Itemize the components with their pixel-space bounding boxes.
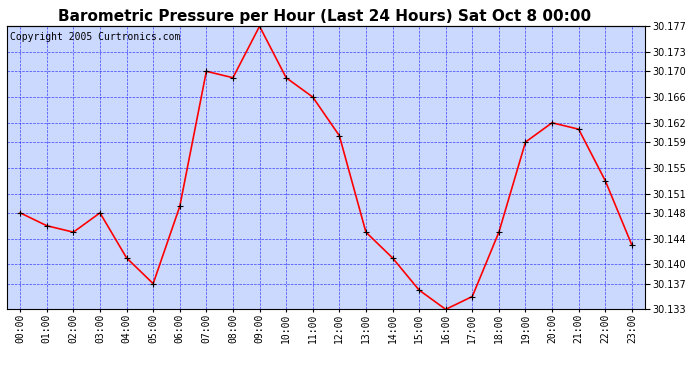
Text: Copyright 2005 Curtronics.com: Copyright 2005 Curtronics.com bbox=[10, 32, 181, 42]
Text: Barometric Pressure per Hour (Last 24 Hours) Sat Oct 8 00:00: Barometric Pressure per Hour (Last 24 Ho… bbox=[58, 9, 591, 24]
